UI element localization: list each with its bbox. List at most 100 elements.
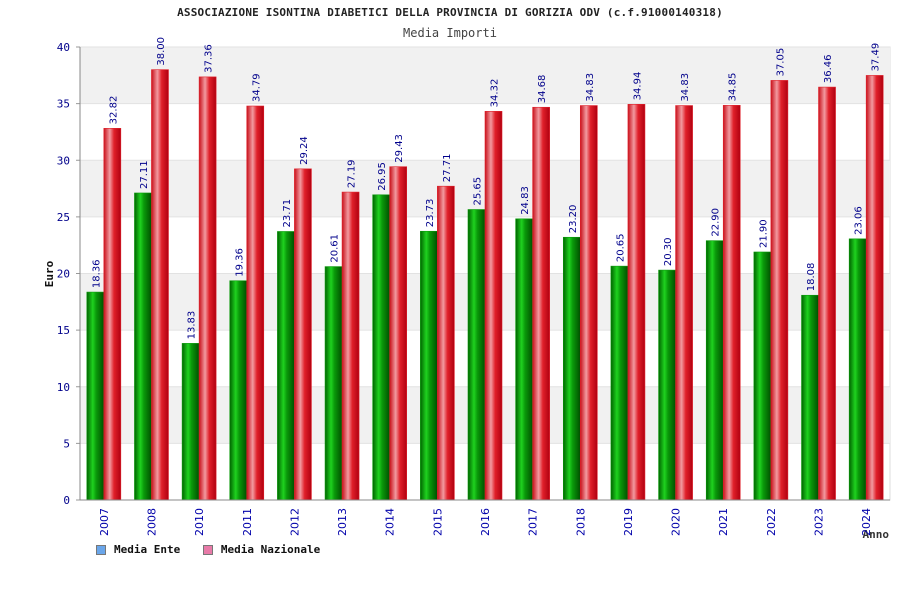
bar-nazionale xyxy=(437,185,455,501)
bar-value-label: 29.24 xyxy=(299,136,310,165)
bar-nazionale xyxy=(818,86,836,501)
bar-nazionale xyxy=(722,105,741,501)
x-tick-label: 2019 xyxy=(622,508,635,536)
bar-value-label: 29.43 xyxy=(394,134,405,163)
y-tick-label: 25 xyxy=(57,211,70,224)
bar-value-label: 34.68 xyxy=(537,75,548,104)
bar-value-label: 34.32 xyxy=(490,79,501,108)
y-tick-label: 40 xyxy=(57,41,70,54)
x-tick-label: 2013 xyxy=(336,508,349,536)
legend: Media Ente Media Nazionale xyxy=(96,543,336,558)
bar-ente xyxy=(420,230,438,501)
bar-nazionale xyxy=(484,111,503,501)
chart-subtitle: Media Importi xyxy=(403,26,497,40)
bar-nazionale xyxy=(198,76,217,501)
bar-value-label: 20.61 xyxy=(330,234,341,263)
chart-title: ASSOCIAZIONE ISONTINA DIABETICI DELLA PR… xyxy=(177,6,723,19)
bar-value-label: 23.73 xyxy=(425,199,436,228)
bar-ente xyxy=(134,192,152,501)
bar-value-label: 37.05 xyxy=(775,48,786,77)
bar-value-label: 34.79 xyxy=(251,73,262,102)
bar-nazionale xyxy=(532,106,550,501)
bar-value-label: 34.83 xyxy=(585,73,596,102)
bar-value-label: 27.11 xyxy=(139,160,150,189)
x-tick-label: 2022 xyxy=(765,508,778,536)
bar-value-label: 22.90 xyxy=(711,208,722,237)
x-tick-label: 2016 xyxy=(479,508,492,536)
bar-value-label: 37.36 xyxy=(204,44,215,73)
bar-nazionale xyxy=(389,166,408,501)
bar-value-label: 27.71 xyxy=(442,154,453,183)
x-tick-label: 2021 xyxy=(717,508,730,536)
x-tick-label: 2010 xyxy=(193,508,206,536)
bar-ente xyxy=(848,238,867,501)
bar-nazionale xyxy=(675,105,693,501)
x-tick-label: 2024 xyxy=(860,508,873,536)
bar-ente xyxy=(467,209,486,501)
y-tick-label: 20 xyxy=(57,268,70,281)
bar-ente xyxy=(562,236,581,501)
bar-ente xyxy=(324,266,343,501)
bar-value-label: 34.83 xyxy=(680,73,691,102)
bar-nazionale xyxy=(341,191,360,501)
bar-value-label: 19.36 xyxy=(234,248,245,277)
bar-value-label: 20.65 xyxy=(615,233,626,262)
bar-value-label: 13.83 xyxy=(187,311,198,340)
x-tick-label: 2008 xyxy=(145,508,158,536)
bar-value-label: 23.71 xyxy=(282,199,293,228)
bar-nazionale xyxy=(579,105,598,501)
bar-ente xyxy=(229,280,248,501)
bar-value-label: 18.36 xyxy=(91,259,102,288)
bar-nazionale xyxy=(294,168,312,501)
legend-swatch-nazionale xyxy=(202,544,213,555)
bar-value-label: 18.08 xyxy=(806,263,817,292)
bar-ente xyxy=(658,269,676,501)
bar-value-label: 27.19 xyxy=(347,159,358,188)
x-tick-label: 2017 xyxy=(527,508,540,536)
bar-nazionale xyxy=(103,128,122,501)
legend-label-nazionale: Media Nazionale xyxy=(220,543,321,556)
bar-ente xyxy=(801,294,819,501)
bar-ente xyxy=(515,218,533,501)
bar-ente xyxy=(277,231,295,501)
bar-ente xyxy=(372,194,391,501)
bar-value-label: 36.46 xyxy=(823,54,834,83)
bar-ente xyxy=(86,291,105,501)
bar-value-label: 21.90 xyxy=(758,219,769,248)
x-tick-label: 2018 xyxy=(574,508,587,536)
y-tick-label: 0 xyxy=(63,494,70,507)
x-tick-label: 2020 xyxy=(670,508,683,536)
bar-ente xyxy=(753,251,772,501)
x-axis-title: Anno xyxy=(863,528,890,541)
legend-swatch-ente xyxy=(96,544,106,555)
bar-ente xyxy=(181,343,200,501)
x-tick-label: 2011 xyxy=(241,508,254,536)
bar-nazionale xyxy=(246,105,265,501)
bar-nazionale xyxy=(770,80,789,501)
bar-ente xyxy=(705,240,724,501)
bar-value-label: 37.49 xyxy=(871,43,882,72)
bar-value-label: 20.30 xyxy=(663,237,674,266)
x-tick-label: 2014 xyxy=(384,508,397,536)
x-tick-label: 2023 xyxy=(813,508,826,536)
bar-nazionale xyxy=(151,69,169,501)
y-tick-label: 15 xyxy=(57,324,70,337)
bar-value-label: 38.00 xyxy=(156,37,167,66)
bar-value-label: 26.95 xyxy=(377,162,388,191)
bar-nazionale xyxy=(865,75,884,501)
y-tick-label: 35 xyxy=(57,98,70,111)
bar-value-label: 23.20 xyxy=(568,205,579,234)
y-axis-title: Euro xyxy=(43,260,56,287)
legend-item-nazionale: Media Nazionale xyxy=(202,543,321,556)
bar-ente xyxy=(610,265,629,501)
bar-nazionale xyxy=(627,104,646,501)
bar-value-label: 34.94 xyxy=(632,72,643,101)
y-tick-label: 10 xyxy=(57,381,70,394)
y-tick-label: 5 xyxy=(63,437,70,450)
bar-value-label: 34.85 xyxy=(728,73,739,102)
legend-label-ente: Media Ente xyxy=(114,543,181,556)
x-tick-label: 2012 xyxy=(288,508,301,536)
x-tick-label: 2015 xyxy=(431,508,444,536)
bar-value-label: 24.83 xyxy=(520,186,531,215)
